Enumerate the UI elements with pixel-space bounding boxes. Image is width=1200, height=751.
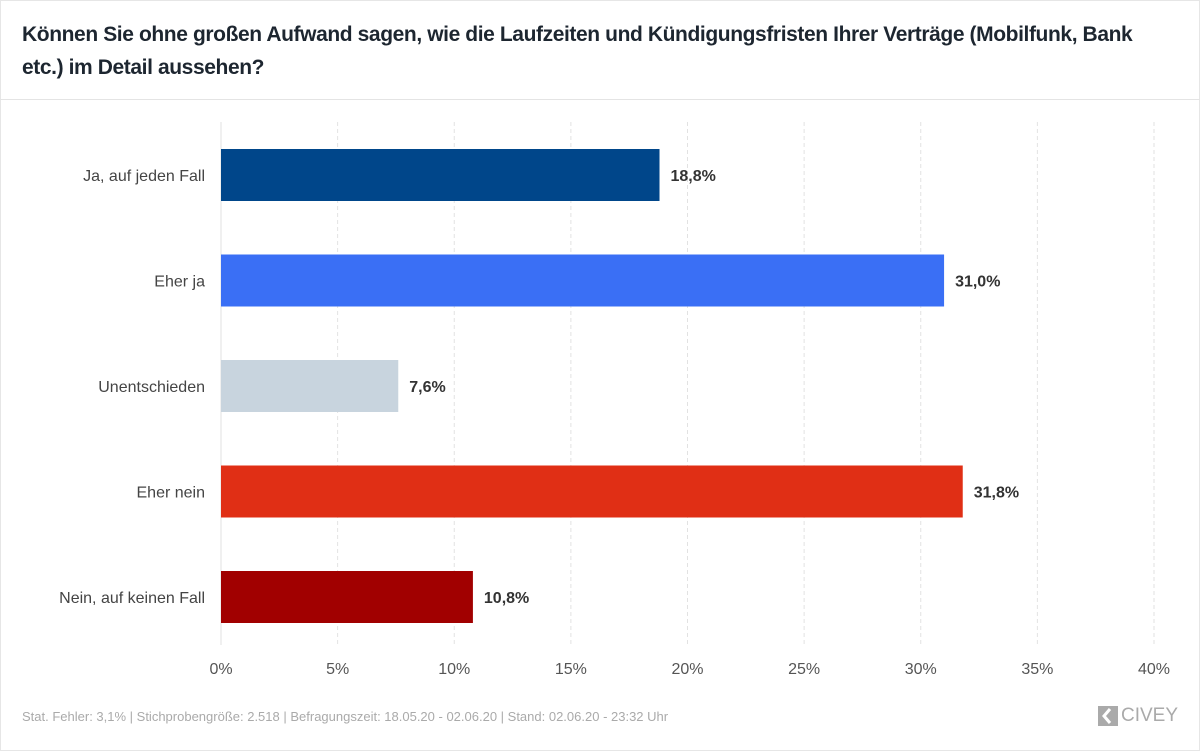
- x-tick-label: 40%: [1138, 661, 1170, 678]
- x-tick-label: 20%: [671, 661, 703, 678]
- category-label: Unentschieden: [98, 379, 205, 396]
- data-label: 18,8%: [671, 168, 716, 185]
- category-label: Eher nein: [137, 485, 206, 502]
- x-tick-label: 25%: [788, 661, 820, 678]
- header: Können Sie ohne großen Aufwand sagen, wi…: [0, 0, 1200, 100]
- chart-title: Können Sie ohne großen Aufwand sagen, wi…: [22, 23, 1133, 79]
- footer-meta: Stat. Fehler: 3,1% | Stichprobengröße: 2…: [22, 709, 669, 724]
- bar: [221, 465, 963, 518]
- bar: [221, 149, 660, 201]
- x-tick-label: 15%: [555, 661, 587, 678]
- category-label: Nein, auf keinen Fall: [59, 590, 205, 607]
- bar: [221, 571, 473, 623]
- x-tick-label: 5%: [326, 661, 349, 678]
- bar: [221, 254, 945, 307]
- category-label: Ja, auf jeden Fall: [83, 168, 205, 185]
- category-label: Eher ja: [154, 274, 205, 291]
- x-tick-label: 35%: [1021, 661, 1053, 678]
- bar: [221, 360, 399, 412]
- civey-logo: CIVEY: [1097, 705, 1178, 727]
- data-label: 31,0%: [955, 274, 1000, 291]
- data-label: 10,8%: [484, 590, 529, 607]
- x-tick-label: 0%: [209, 661, 232, 678]
- x-tick-label: 30%: [905, 661, 937, 678]
- bar-chart: 0% 5% 10% 15% 20% 25% 30% 35% 40% Ja, auf jeden F…: [59, 122, 1170, 678]
- data-label: 7,6%: [409, 379, 445, 396]
- logo-text: CIVEY: [1120, 705, 1178, 726]
- data-label: 31,8%: [974, 485, 1019, 502]
- x-tick-label: 10%: [438, 661, 470, 678]
- civey-logo-icon: [1097, 706, 1118, 726]
